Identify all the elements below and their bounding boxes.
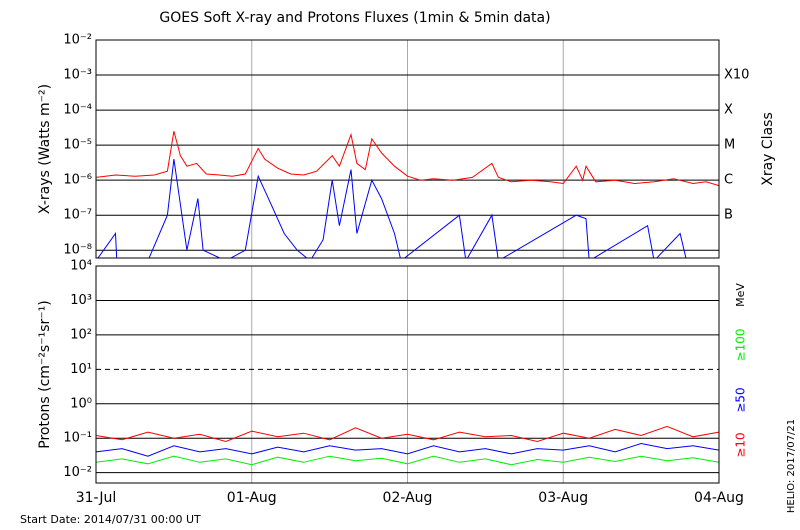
y-tick-label: 10³ (70, 293, 92, 308)
class-label: B (724, 208, 733, 223)
x-tick-label: 02-Aug (383, 490, 433, 506)
y-axis-label: X-rays (Watts m⁻²) (37, 84, 53, 214)
legend-unit: MeV (734, 283, 747, 307)
y-tick-label: 10¹ (70, 362, 92, 377)
y-tick-label: 10⁻⁸ (63, 243, 92, 258)
x-tick-label: 04-Aug (694, 490, 744, 506)
y-tick-label: 10² (70, 327, 92, 342)
y-tick-label: 10⁴ (70, 259, 92, 274)
class-label: X10 (724, 68, 749, 83)
series-line (96, 442, 719, 457)
plot-area (96, 425, 719, 466)
series-line (96, 131, 719, 187)
series-line (97, 159, 687, 258)
y-tick-label: 10⁻² (63, 33, 92, 48)
y-tick-label: 10⁻⁴ (63, 103, 92, 118)
y-tick-label: 10⁻⁶ (63, 173, 92, 188)
footer: Start Date: 2014/07/31 00:00 UT (20, 513, 201, 526)
y-tick-label: 10⁻⁷ (63, 208, 92, 223)
side-note: HELIO: 2017/07/21 (786, 419, 797, 513)
y-tick-label: 10⁻³ (63, 68, 92, 83)
class-label: X (724, 103, 733, 118)
x-tick-label: 31-Jul (76, 490, 117, 506)
y-tick-label: 10⁻² (63, 465, 92, 480)
y-tick-label: 10⁰ (70, 396, 92, 411)
panel-frame (95, 39, 720, 259)
plot-area (96, 131, 719, 258)
legend-entry: ≥50 (734, 387, 748, 412)
y-axis-label: Protons (cm⁻²s⁻¹sr⁻¹) (37, 300, 53, 449)
class-label: M (724, 138, 735, 153)
x-tick-label: 01-Aug (227, 490, 277, 506)
chart-title: GOES Soft X-ray and Protons Fluxes (1min… (159, 10, 550, 26)
class-label: C (724, 173, 733, 188)
y-tick-label: 10⁻⁵ (63, 138, 92, 153)
y-tick-label: 10⁻¹ (63, 431, 92, 446)
series-line (96, 425, 719, 443)
class-title: Xray Class (760, 112, 776, 186)
x-tick-label: 03-Aug (538, 490, 588, 506)
panel-frame (95, 265, 720, 484)
legend-entry: ≥100 (734, 329, 748, 362)
legend-entry: ≥10 (734, 432, 748, 457)
series-line (96, 455, 719, 466)
